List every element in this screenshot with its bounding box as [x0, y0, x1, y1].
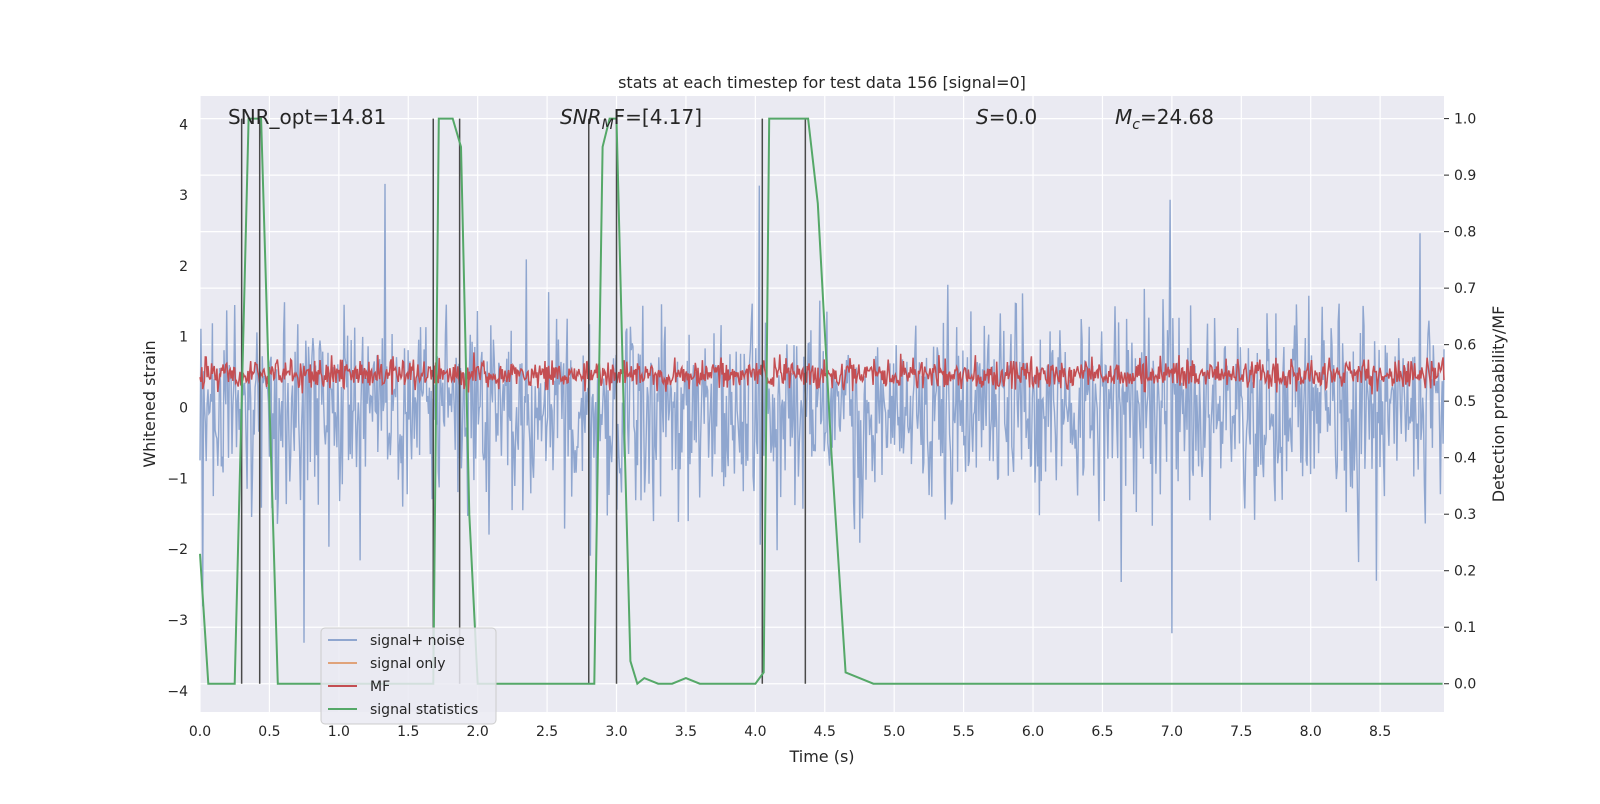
x-tick-label: 5.0	[883, 724, 905, 740]
x-tick-label: 6.5	[1091, 724, 1113, 740]
y-axis-label-left: Whitened strain	[140, 340, 159, 467]
legend: signal+ noise signal only MF signal stat…	[320, 627, 497, 725]
left-y-tick-label: 1	[179, 330, 188, 346]
x-tick-label: 2.0	[467, 724, 489, 740]
legend-label-signal-only: signal only	[370, 656, 445, 672]
x-tick-label: 1.5	[397, 724, 419, 740]
x-tick-label: 8.0	[1300, 724, 1322, 740]
x-tick-label: 4.0	[744, 724, 766, 740]
x-tick-label: 3.0	[605, 724, 627, 740]
chart-title: stats at each timestep for test data 156…	[618, 73, 1026, 92]
annotation-snr-mf: SNRMF=[4.17]	[560, 105, 702, 133]
left-y-tick-label: 4	[179, 117, 188, 133]
left-y-tick-label: 0	[179, 401, 188, 417]
x-tick-label: 7.0	[1161, 724, 1183, 740]
x-ticks: 0.0 0.5 1.0 1.5 2.0 2.5 3.0 3.5 4.0 4.5 5.0 5.5 6.0 6…	[189, 724, 1391, 740]
annotation-mc: Mc=24.68	[1115, 105, 1214, 133]
signal-noise-line	[199, 183, 1445, 643]
x-tick-label: 7.5	[1230, 724, 1252, 740]
x-axis-label: Time (s)	[788, 747, 854, 766]
right-y-tick-label: 1.0	[1454, 112, 1476, 128]
right-y-tick-label: 0.7	[1454, 281, 1476, 297]
x-tick-label: 0.0	[189, 724, 211, 740]
legend-label-signal-noise: signal+ noise	[370, 633, 465, 649]
right-y-tick-label: 0.1	[1454, 620, 1476, 636]
left-y-tick-label: −2	[167, 542, 188, 558]
signal-noise-series	[199, 183, 1445, 643]
signal-statistics-line	[199, 117, 1443, 686]
x-tick-label: 8.5	[1369, 724, 1391, 740]
annotation-snr-opt: SNR_opt=14.81	[228, 105, 386, 129]
left-y-tick-label: −3	[167, 613, 188, 629]
right-y-tick-label: 0.9	[1454, 168, 1476, 184]
right-y-tick-label: 0.3	[1454, 507, 1476, 523]
right-y-ticks: 1.0 0.9 0.8 0.7 0.6 0.5 0.4 0.3 0.2 0.1 0.0	[1444, 112, 1476, 693]
x-tick-label: 6.0	[1022, 724, 1044, 740]
right-y-tick-label: 0.8	[1454, 225, 1476, 241]
mf-line	[199, 352, 1445, 395]
right-y-tick-label: 0.0	[1454, 677, 1476, 693]
left-y-tick-label: −4	[167, 684, 188, 700]
left-y-tick-label: 3	[179, 188, 188, 204]
right-y-tick-label: 0.2	[1454, 564, 1476, 580]
annotation-s: S=0.0	[976, 105, 1037, 129]
x-tick-label: 3.5	[675, 724, 697, 740]
right-y-tick-label: 0.5	[1454, 394, 1476, 410]
mf-series	[199, 352, 1445, 395]
x-tick-label: 2.5	[536, 724, 558, 740]
y-axis-label-right: Detection probability/MF	[1489, 306, 1508, 503]
x-tick-label: 5.5	[952, 724, 974, 740]
left-y-tick-label: 2	[179, 259, 188, 275]
x-tick-label: 4.5	[814, 724, 836, 740]
x-tick-label: 1.0	[328, 724, 350, 740]
right-y-tick-label: 0.4	[1454, 451, 1476, 467]
x-tick-label: 0.5	[258, 724, 280, 740]
right-y-tick-label: 0.6	[1454, 338, 1476, 354]
vertical-markers	[240, 118, 807, 684]
left-y-tick-label: −1	[167, 471, 188, 487]
legend-label-signal-statistics: signal statistics	[370, 702, 478, 718]
left-y-ticks: 4 3 2 1 0 −1 −2 −3 −4	[167, 117, 188, 699]
legend-label-mf: MF	[370, 679, 390, 695]
legend-box	[320, 627, 497, 725]
